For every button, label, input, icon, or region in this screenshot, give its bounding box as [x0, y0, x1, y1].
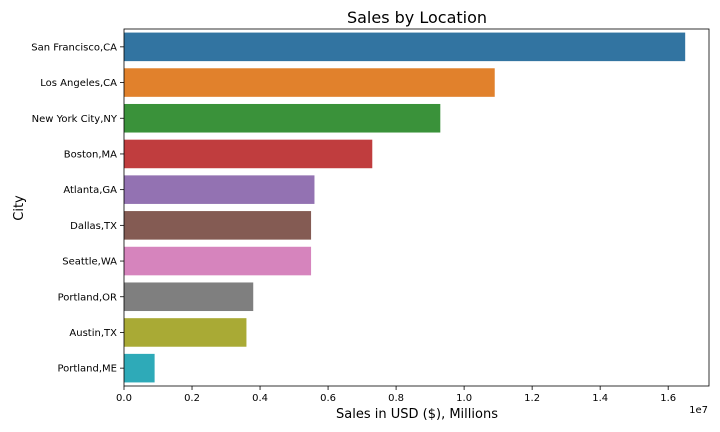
x-axis-offset-label: 1e7: [689, 405, 708, 416]
x-tick-label: 1.6: [660, 393, 676, 404]
chart-title: Sales by Location: [347, 8, 487, 27]
plot-area: San Francisco,CA Los Angeles,CA New York C…: [31, 28, 710, 404]
y-tick-label: Boston,MA: [64, 149, 117, 160]
x-tick-label: 1.0: [456, 393, 472, 404]
y-tick-label: Portland,OR: [58, 292, 117, 303]
x-tick-label: 0.6: [320, 393, 336, 404]
bar-8: [124, 282, 254, 312]
x-tick-label: 1.4: [592, 393, 608, 404]
x-tick-label: 0.4: [252, 393, 268, 404]
bar-7: [124, 246, 312, 276]
y-axis-label: City: [12, 195, 27, 221]
y-tick-label: Dallas,TX: [70, 221, 117, 232]
y-tick-label: Seattle,WA: [62, 257, 117, 268]
x-tick-label: 0.2: [184, 393, 200, 404]
y-tick-label: Austin,TX: [69, 328, 117, 339]
x-tick-label: 1.2: [524, 393, 540, 404]
x-axis-label: Sales in USD ($), Millions: [336, 407, 498, 422]
bar-5: [124, 175, 315, 204]
y-tick-label: Los Angeles,CA: [40, 78, 117, 89]
bar-10: [124, 353, 155, 383]
plot-frame: [123, 28, 710, 387]
bar-2: [124, 68, 495, 97]
y-tick-label: Atlanta,GA: [63, 185, 117, 196]
x-tick-label: 0.8: [388, 393, 404, 404]
y-tick-label: New York City,NY: [32, 114, 118, 125]
bar-1: [124, 32, 686, 62]
bar-9: [124, 318, 247, 347]
bar-4: [124, 139, 373, 169]
bar-6: [124, 211, 312, 240]
y-tick-label: Portland,ME: [57, 364, 117, 375]
x-tick-label: 0.0: [116, 393, 132, 404]
y-tick-label: San Francisco,CA: [31, 42, 117, 53]
bar-3: [124, 103, 441, 133]
